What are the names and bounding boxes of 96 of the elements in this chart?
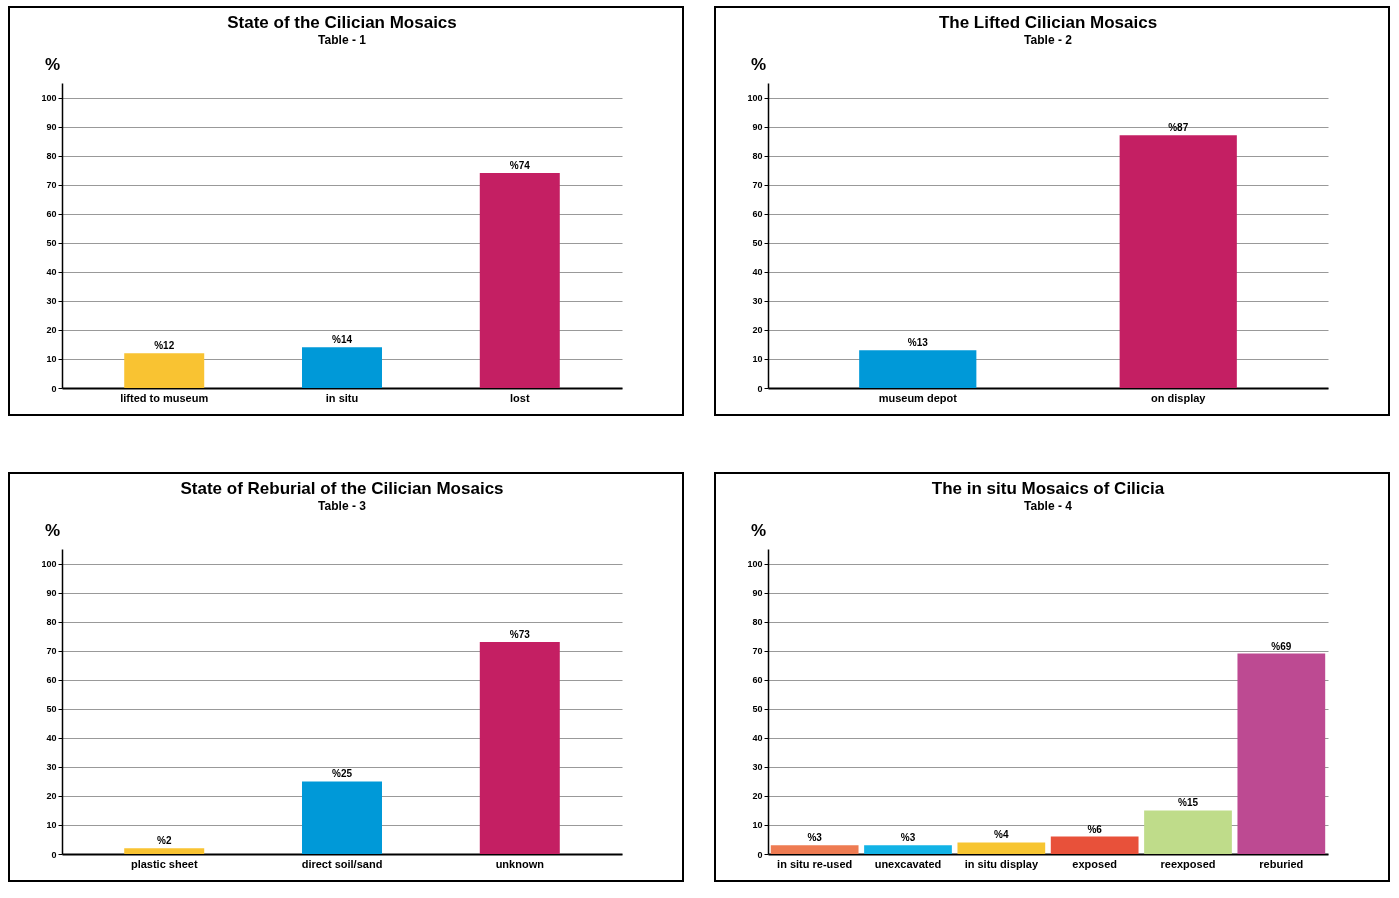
y-tick-label: 40: [46, 733, 57, 744]
y-tick-label: 30: [46, 296, 57, 307]
y-tick-label: 50: [752, 238, 763, 249]
chart-title: The Lifted Cilician Mosaics: [938, 13, 1158, 32]
data-label: %12: [154, 340, 175, 352]
y-axis-title: %: [44, 54, 61, 74]
y-tick-label: 20: [752, 325, 763, 336]
x-tick-label: on display: [1151, 391, 1207, 404]
y-tick-label: 50: [46, 704, 57, 715]
y-tick-label: 20: [752, 791, 763, 802]
y-tick-label: 40: [752, 733, 763, 744]
y-tick-label: 40: [752, 267, 763, 278]
bar: [957, 842, 1046, 854]
y-tick-label: 50: [752, 704, 763, 715]
x-tick-label: plastic sheet: [130, 857, 198, 870]
y-tick-label: 60: [752, 209, 763, 220]
y-tick-label: 90: [752, 122, 763, 133]
bar: [1237, 653, 1326, 854]
bar: [302, 347, 382, 388]
y-tick-label: 100: [747, 559, 763, 570]
y-tick-label: 30: [46, 762, 57, 773]
data-label: %74: [509, 160, 531, 172]
x-tick-label: lost: [510, 391, 530, 404]
x-tick-label: reburied: [1259, 857, 1304, 870]
y-tick-label: 60: [46, 675, 57, 686]
y-tick-label: 30: [752, 762, 763, 773]
y-tick-label: 100: [747, 93, 763, 104]
bar: [864, 845, 952, 854]
data-label: %69: [1271, 640, 1292, 652]
x-tick-label: in situ: [325, 391, 359, 404]
x-tick-label: unknown: [495, 857, 545, 870]
x-tick-label: lifted to museum: [120, 391, 209, 404]
chart-subtitle: Table - 4: [1024, 499, 1073, 513]
y-tick-label: 100: [41, 93, 57, 104]
data-label: %3: [900, 832, 916, 844]
bar: [1050, 836, 1139, 854]
bar: [302, 781, 382, 854]
data-label: %3: [807, 832, 823, 844]
y-tick-label: 100: [41, 559, 57, 570]
data-label: %87: [1168, 122, 1189, 134]
y-tick-label: 90: [46, 122, 57, 133]
y-tick-label: 90: [46, 588, 57, 599]
x-tick-label: in situ re-used: [777, 857, 853, 870]
y-tick-label: 0: [51, 849, 57, 860]
y-tick-label: 10: [752, 354, 763, 365]
chart-title: The in situ Mosaics of Cilicia: [931, 479, 1165, 498]
y-tick-label: 70: [46, 646, 57, 657]
chart-title: State of the Cilician Mosaics: [227, 13, 457, 32]
bar: [479, 641, 560, 854]
bar: [124, 848, 205, 854]
x-tick-label: exposed: [1072, 857, 1117, 870]
y-tick-label: 70: [46, 180, 57, 191]
bar: [1144, 810, 1232, 854]
y-tick-label: 40: [46, 267, 57, 278]
y-tick-label: 0: [757, 383, 763, 394]
y-tick-label: 80: [46, 151, 57, 162]
y-tick-label: 10: [46, 820, 57, 831]
data-label: %2: [157, 835, 172, 847]
data-label: %6: [1087, 823, 1103, 835]
y-tick-label: 30: [752, 296, 763, 307]
y-tick-label: 20: [46, 791, 57, 802]
chart-title: State of Reburial of the Cilician Mosaics: [180, 479, 504, 498]
y-tick-label: 20: [46, 325, 57, 336]
data-label: %13: [907, 337, 929, 349]
y-tick-label: 70: [752, 646, 763, 657]
y-tick-label: 80: [752, 151, 763, 162]
data-label: %15: [1177, 797, 1199, 809]
x-tick-label: direct soil/sand: [301, 857, 383, 870]
y-tick-label: 0: [51, 383, 57, 394]
x-tick-label: museum depot: [878, 391, 958, 404]
data-label: %73: [509, 628, 531, 640]
data-label: %4: [994, 829, 1009, 841]
y-tick-label: 0: [757, 849, 763, 860]
data-label: %14: [331, 334, 353, 346]
data-label: %25: [331, 768, 353, 780]
y-tick-label: 90: [752, 588, 763, 599]
y-tick-label: 60: [752, 675, 763, 686]
x-tick-label: unexcavated: [874, 857, 942, 870]
chart-subtitle: Table - 2: [1024, 33, 1073, 47]
y-axis-title: %: [750, 54, 767, 74]
chart-subtitle: Table - 3: [318, 499, 367, 513]
y-tick-label: 10: [46, 354, 57, 365]
bar: [124, 353, 205, 388]
y-tick-label: 80: [46, 617, 57, 628]
y-tick-label: 10: [752, 820, 763, 831]
y-tick-label: 50: [46, 238, 57, 249]
x-tick-label: in situ display: [964, 857, 1039, 870]
y-tick-label: 70: [752, 180, 763, 191]
bar: [770, 845, 859, 854]
x-tick-label: reexposed: [1160, 857, 1216, 870]
y-tick-label: 60: [46, 209, 57, 220]
y-axis-title: %: [750, 520, 767, 540]
y-tick-label: 80: [752, 617, 763, 628]
y-axis-title: %: [44, 520, 61, 540]
chart-subtitle: Table - 1: [318, 33, 367, 47]
bar: [479, 173, 560, 388]
